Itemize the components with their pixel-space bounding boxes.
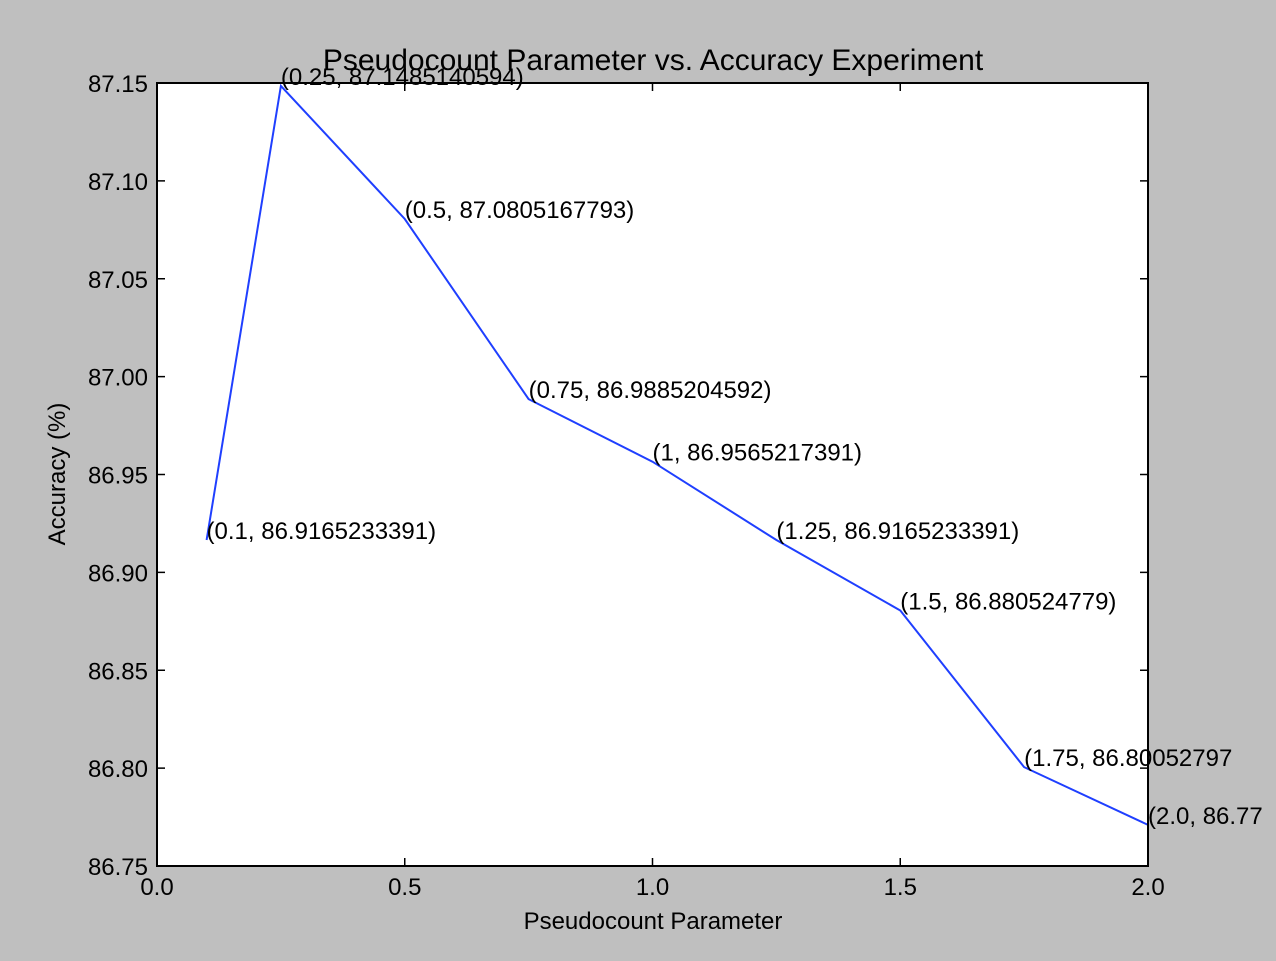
data-label: (1, 86.9565217391) bbox=[653, 440, 863, 467]
x-tick-label: 1.0 bbox=[636, 874, 669, 901]
data-label: (1.25, 86.9165233391) bbox=[776, 518, 1019, 545]
x-axis-label: Pseudocount Parameter bbox=[524, 908, 783, 935]
plot-area bbox=[157, 83, 1148, 866]
data-label: (1.5, 86.880524779) bbox=[900, 588, 1116, 615]
y-tick-label: 87.00 bbox=[88, 365, 148, 392]
x-tick-label: 0.0 bbox=[140, 874, 173, 901]
y-tick-label: 86.90 bbox=[88, 560, 148, 587]
plot-frame bbox=[156, 82, 1149, 867]
x-tick-label: 0.5 bbox=[388, 874, 421, 901]
point-labels: (0.1, 86.9165233391) (0.25, 87.1485140594… bbox=[207, 64, 1263, 830]
y-tick-label: 86.85 bbox=[88, 658, 148, 685]
series-group bbox=[205, 83, 1149, 826]
x-tick-label: 2.0 bbox=[1131, 874, 1164, 901]
y-tick-label: 87.10 bbox=[88, 169, 148, 196]
data-label: (1.75, 86.80052797 bbox=[1024, 745, 1232, 772]
y-tick-label: 86.80 bbox=[88, 756, 148, 783]
y-tick-label: 86.95 bbox=[88, 463, 148, 490]
y-tick-label: 86.75 bbox=[88, 854, 148, 881]
data-label: (0.75, 86.9885204592) bbox=[529, 377, 772, 404]
y-tick-label: 87.05 bbox=[88, 267, 148, 294]
series-line bbox=[205, 83, 1149, 826]
x-tick-label: 1.5 bbox=[884, 874, 917, 901]
chart-title: Pseudocount Parameter vs. Accuracy Exper… bbox=[323, 44, 984, 77]
x-tick-labels: 0.0 0.5 1.0 1.5 2.0 bbox=[140, 874, 1164, 901]
data-label: (0.5, 87.0805167793) bbox=[405, 197, 635, 224]
y-tick-labels: 86.75 86.80 86.85 86.90 86.95 87.00 87.05 87.10… bbox=[88, 71, 148, 881]
data-label: (0.25, 87.1485140594) bbox=[281, 64, 524, 91]
y-tick-label: 87.15 bbox=[88, 71, 148, 98]
data-label: (0.1, 86.9165233391) bbox=[207, 518, 437, 545]
data-label: (2.0, 86.77 bbox=[1148, 803, 1263, 830]
y-axis-label: Accuracy (%) bbox=[44, 403, 71, 546]
